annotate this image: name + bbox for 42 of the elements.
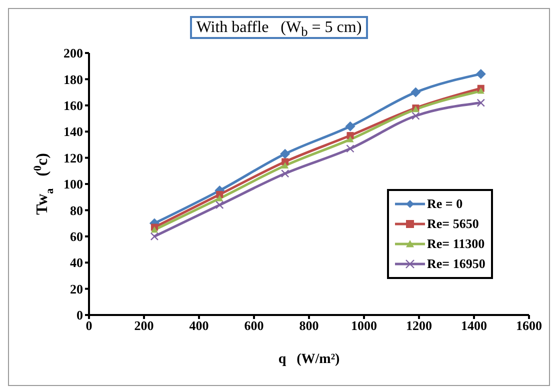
chart-title: With baffle (W$_{b}$ = 5 cm)	[196, 19, 362, 40]
point	[150, 232, 159, 240]
point	[346, 144, 354, 153]
y-tick-label: 0	[76, 308, 83, 323]
y-tick-label: 60	[70, 229, 83, 244]
x-tick-label: 600	[244, 318, 264, 334]
x-tick-label: 800	[299, 318, 319, 334]
point	[150, 226, 158, 233]
legend-label: Re= 5650	[427, 216, 479, 232]
x-tick-label: 1000	[351, 318, 377, 334]
legend-label: Re= 11300	[427, 236, 485, 252]
point	[346, 136, 354, 142]
point	[476, 98, 485, 107]
legend-label: Re = 0	[427, 196, 463, 212]
point	[345, 121, 356, 132]
y-tick-label: 40	[70, 255, 83, 270]
legend-label: Re= 16950	[427, 256, 486, 272]
x-tick-label: 1600	[516, 318, 542, 334]
point	[410, 87, 421, 98]
point	[282, 162, 289, 168]
y-tick-label: 80	[70, 202, 83, 218]
x-tick-label: 400	[189, 318, 209, 334]
y-tick-label: 120	[64, 150, 83, 166]
point	[477, 87, 484, 94]
x-axis-title: q (W/m²)	[278, 352, 340, 367]
x-tick-label: 200	[134, 318, 154, 334]
point	[280, 169, 290, 178]
point	[280, 148, 290, 159]
point	[216, 200, 224, 210]
point	[412, 112, 420, 120]
x-tick-label: 1400	[461, 318, 487, 334]
y-tick-label: 180	[64, 72, 83, 87]
point	[476, 68, 486, 79]
y-tick-label: 200	[64, 46, 83, 61]
x-tick-label: 1200	[406, 318, 432, 334]
y-tick-label: 160	[64, 98, 83, 114]
point	[216, 194, 224, 202]
y-tick-label: 20	[70, 281, 83, 296]
point	[282, 158, 289, 166]
y-tick-label: 140	[64, 124, 83, 140]
y-tick-label: 100	[64, 176, 83, 192]
x-tick-label: 0	[86, 318, 92, 334]
